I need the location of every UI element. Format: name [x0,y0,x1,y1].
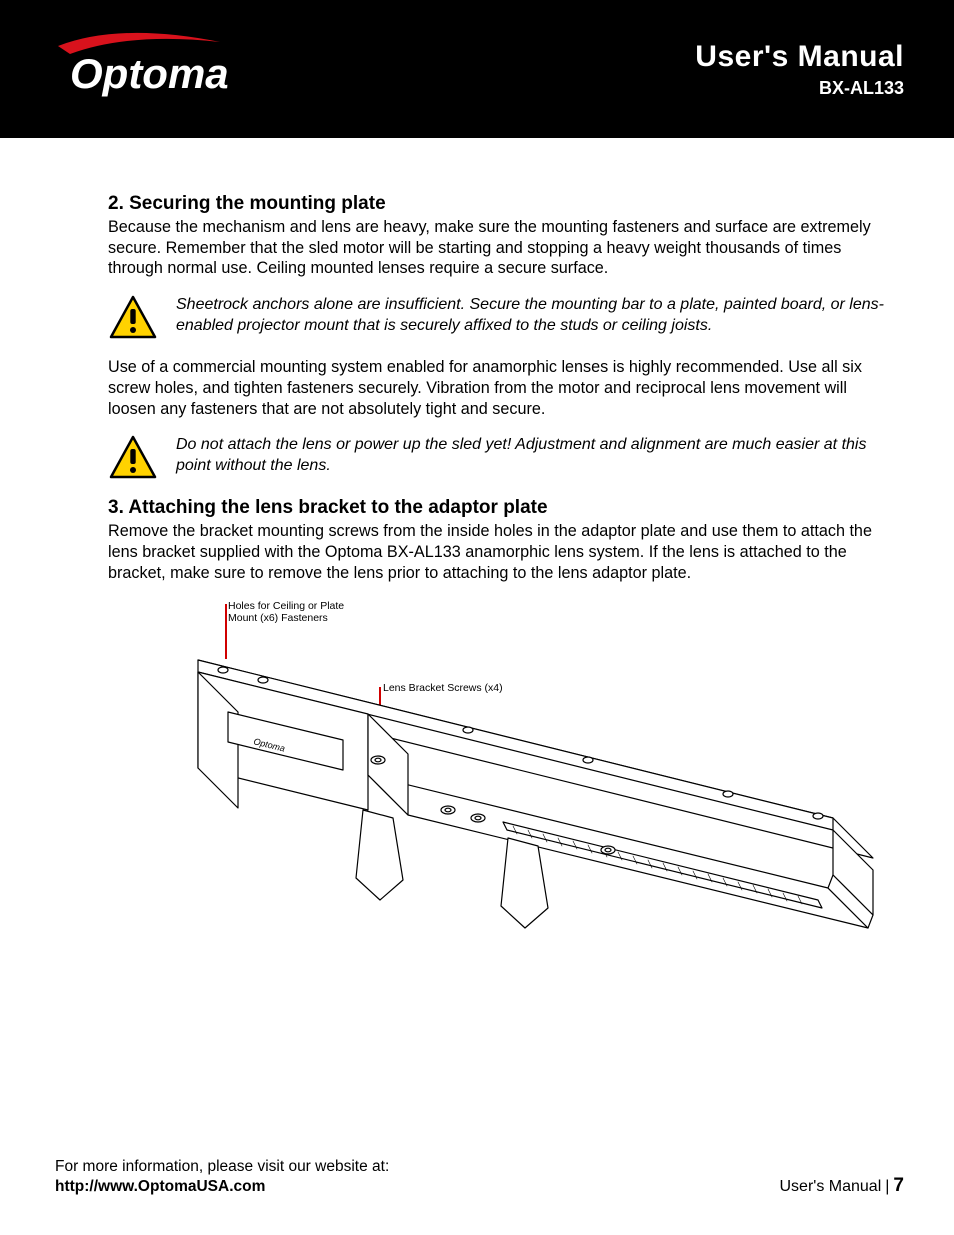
section3-heading: 3. Attaching the lens bracket to the ada… [108,497,899,519]
section2-heading: 2. Securing the mounting plate [108,193,899,215]
section2-para1: Because the mechanism and lens are heavy… [108,217,899,279]
footer-separator: | [885,1178,889,1195]
bracket-line-drawing: Optoma [168,600,908,980]
warning-icon [108,295,158,341]
footer-doc-label: User's Manual [780,1178,882,1195]
warning2-text: Do not attach the lens or power up the s… [176,435,899,476]
page-content: 2. Securing the mounting plate Because t… [0,138,954,980]
header-band: Optoma User's Manual BX-AL133 [0,0,954,138]
brand-text: Optoma [70,50,229,97]
doc-title: User's Manual [695,40,904,74]
warning-icon [108,435,158,481]
mounting-diagram: Holes for Ceiling or Plate Mount (x6) Fa… [168,600,908,980]
brand-logo: Optoma [40,28,290,113]
section2-para2: Use of a commercial mounting system enab… [108,357,899,419]
page-footer: For more information, please visit our w… [55,1157,904,1197]
footer-info-line: For more information, please visit our w… [55,1157,389,1177]
model-number: BX-AL133 [695,78,904,99]
warning-block-2: Do not attach the lens or power up the s… [108,435,899,481]
footer-right: User's Manual|7 [780,1175,905,1197]
footer-left: For more information, please visit our w… [55,1157,389,1197]
footer-url: http://www.OptomaUSA.com [55,1177,389,1197]
section3-para1: Remove the bracket mounting screws from … [108,521,899,583]
warning1-text: Sheetrock anchors alone are insufficient… [176,295,899,336]
warning-block-1: Sheetrock anchors alone are insufficient… [108,295,899,341]
header-right: User's Manual BX-AL133 [695,40,904,99]
page-number: 7 [893,1175,904,1196]
